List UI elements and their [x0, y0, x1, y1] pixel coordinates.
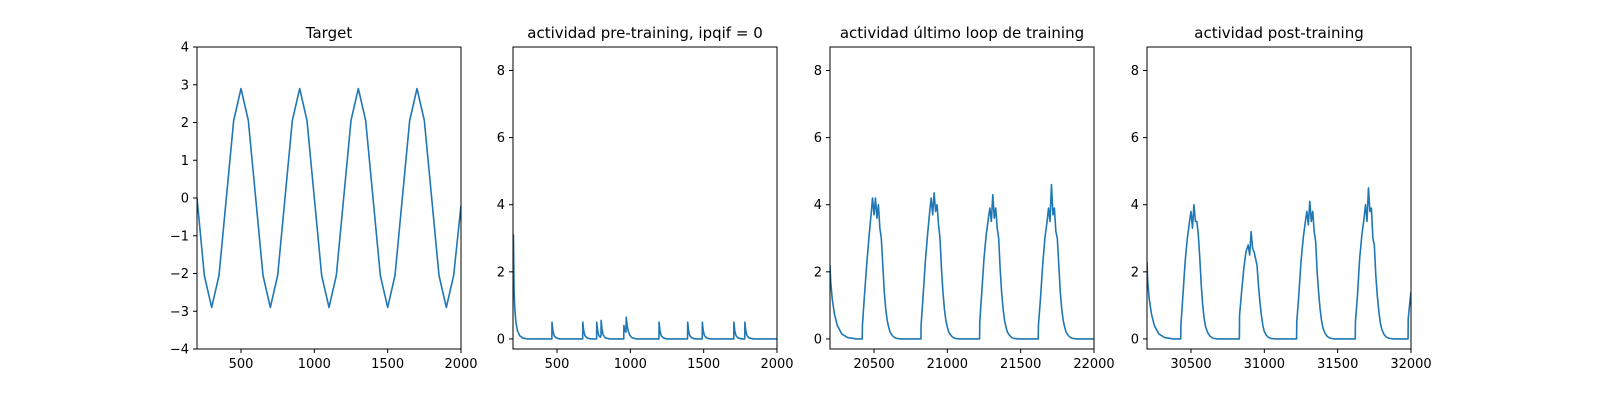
x-tick-label: 2000 [444, 357, 477, 372]
chart-title: Target [305, 24, 353, 42]
y-tick-label: 4 [181, 41, 189, 56]
x-tick-label: 32000 [1390, 357, 1431, 372]
y-tick-label: −4 [170, 343, 189, 358]
chart-title: actividad post-training [1194, 24, 1363, 42]
axes-frame [829, 46, 1095, 350]
x-tick-label: 31000 [1244, 357, 1285, 372]
y-tick-label: 2 [181, 116, 189, 131]
y-tick-label: 0 [814, 332, 822, 347]
x-tick-label: 22000 [1073, 357, 1114, 372]
chart-panel-2: 500 1000 1500 2000 0 2 4 6 8 actividad pre-traini… [497, 24, 794, 372]
series-line [830, 183, 1094, 340]
y-tick-label: −3 [170, 305, 189, 320]
chart-panel-3: 20500 21000 21500 22000 0 2 4 6 8 actividad últim… [814, 24, 1115, 372]
series-line [197, 87, 461, 309]
series-line [513, 234, 777, 340]
chart-title: actividad último loop de training [840, 24, 1084, 42]
axes-frame [196, 46, 462, 350]
x-tick-label: 20500 [853, 357, 894, 372]
y-tick-label: 8 [814, 64, 822, 79]
y-tick-label: 2 [497, 265, 505, 280]
x-tick-label: 31500 [1317, 357, 1358, 372]
y-tick-label: 4 [1131, 198, 1139, 213]
y-tick-label: 4 [497, 198, 505, 213]
x-tick-label: 21500 [1000, 357, 1041, 372]
x-tick-label: 500 [229, 357, 254, 372]
axes-frame [512, 46, 778, 350]
y-tick-label: −1 [170, 229, 189, 244]
y-tick-label: 2 [814, 265, 822, 280]
chart-panel-1: 500 1000 1500 2000 −4 −3 −2 −1 0 1 2 3 4 Target [170, 24, 478, 372]
x-tick-label: 1000 [614, 357, 647, 372]
y-tick-label: 6 [497, 131, 505, 146]
y-tick-label: 1 [181, 154, 189, 169]
y-tick-label: 4 [814, 198, 822, 213]
y-tick-label: 6 [814, 131, 822, 146]
y-tick-label: 0 [181, 192, 189, 207]
chart-panel-4: 30500 31000 31500 32000 0 2 4 6 8 actividad post-… [1131, 24, 1432, 372]
axes-frame [1146, 46, 1412, 350]
y-tick-label: 0 [1131, 332, 1139, 347]
x-tick-label: 1000 [298, 357, 331, 372]
y-tick-label: −2 [170, 267, 189, 282]
y-tick-label: 8 [1131, 64, 1139, 79]
y-tick-label: 6 [1131, 131, 1139, 146]
y-tick-label: 2 [1131, 265, 1139, 280]
x-tick-label: 21000 [927, 357, 968, 372]
y-tick-label: 8 [497, 64, 505, 79]
x-tick-label: 1500 [687, 357, 720, 372]
x-tick-label: 1500 [371, 357, 404, 372]
y-tick-label: 0 [497, 332, 505, 347]
x-tick-label: 30500 [1170, 357, 1211, 372]
chart-title: actividad pre-training, ipqif = 0 [527, 24, 763, 42]
x-tick-label: 500 [545, 357, 570, 372]
series-line [1147, 187, 1411, 340]
y-tick-label: 3 [181, 78, 189, 93]
x-tick-label: 2000 [760, 357, 793, 372]
